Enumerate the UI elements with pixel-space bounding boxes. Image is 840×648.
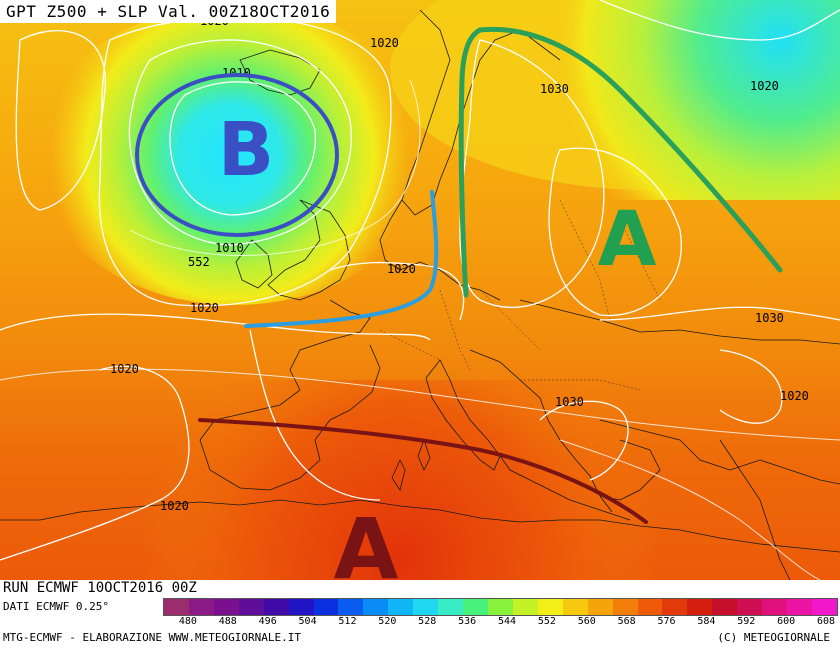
color-scale-swatch [487,599,513,615]
color-scale-tick: 584 [697,616,716,627]
color-scale-tick: 488 [218,616,237,627]
color-scale-ticks: 480 488 496 504 512 520 528 536 544 552 560 568 576 5… [163,616,838,630]
annotations: B A A [135,26,783,580]
color-scale-tick: 480 [178,616,197,627]
color-scale-swatch [263,599,289,615]
color-scale-swatch [512,599,538,615]
color-scale-swatch [313,599,339,615]
ridge-axis-east [477,26,783,273]
color-scale-tick: 560 [577,616,596,627]
color-scale-tick: 568 [617,616,636,627]
color-scale-swatch [288,599,314,615]
color-scale-tick: 552 [537,616,556,627]
color-scale-swatch [712,599,738,615]
borders [379,199,661,391]
isobar-label: 1010 [215,241,244,255]
isobar-label: 1030 [555,395,584,409]
low-pressure-ring [135,73,339,237]
map-title: GPT Z500 + SLP Val. 00Z18OCT2016 [0,0,337,23]
color-scale-tick: 576 [657,616,676,627]
ridge-axis-west [458,27,483,298]
color-scale-swatch [463,599,488,615]
color-scale-swatch [238,599,264,615]
isobar-label: 1020 [160,499,189,513]
color-scale-swatch [762,599,788,615]
color-scale-swatch [363,599,389,615]
color-scale-swatch [438,599,464,615]
gpt-field-south [0,380,840,580]
color-scale-swatch [687,599,713,615]
run-label: RUN ECMWF 10OCT2016 00Z [0,580,200,596]
color-scale-tick: 528 [418,616,437,627]
gpt-label: 552 [188,255,210,269]
color-scale-tick: 536 [458,616,477,627]
isobar-label: 1020 [780,389,809,403]
color-scale-swatch [562,599,588,615]
color-scale-tick: 504 [298,616,317,627]
low-pressure-symbol: B [218,107,274,193]
color-scale-swatch [537,599,563,615]
isobar-label: 1030 [755,311,784,325]
color-scale-tick: 512 [338,616,357,627]
color-scale-swatch [164,599,189,615]
color-scale-swatch [811,599,837,615]
isobar-label: 1020 [190,301,219,315]
color-scale [163,598,838,616]
high-pressure-symbol-south: A [333,500,398,580]
color-scale-swatch [188,599,214,615]
color-scale-swatch [338,599,364,615]
subtropical-ridge-axis [198,418,648,524]
color-scale-swatch [637,599,663,615]
color-scale-tick: 592 [737,616,756,627]
high-pressure-symbol-east: A [598,194,657,283]
color-scale-swatch [213,599,239,615]
trough-axis-blue [244,190,439,328]
gpt-contours [0,79,840,580]
isobar-label: 1010 [222,66,251,80]
color-scale-tick: 600 [777,616,796,627]
isobar-label: 1020 [370,36,399,50]
isobar-label: 1030 [540,82,569,96]
isobar-label: 1020 [750,79,779,93]
color-scale-swatch [662,599,688,615]
gpt-field-low [35,5,435,305]
color-scale-swatch [413,599,439,615]
color-scale-swatch [612,599,638,615]
color-scale-tick: 544 [497,616,516,627]
color-scale-tick: 496 [258,616,277,627]
color-scale-swatch [737,599,763,615]
color-scale-swatch [787,599,812,615]
isobar-labels: 1020 1020 1010 1010 1030 1020 1020 1020 … [110,14,809,513]
color-scale-tick: 608 [816,616,836,627]
footer-copyright: (C) METEOGIORNALE [717,631,830,644]
color-scale-swatch [388,599,414,615]
color-scale-tick: 520 [378,616,397,627]
color-scale-swatch [587,599,613,615]
weather-map: 1020 1020 1010 1010 1030 1020 1020 1020 … [0,0,840,580]
isobar-label: 1020 [387,262,416,276]
footer-credit: MTG-ECMWF - ELABORAZIONE WWW.METEOGIORNA… [3,631,302,644]
data-source-label: DATI ECMWF 0.25° [3,600,109,613]
isobars [0,0,840,560]
isobar-label: 1020 [110,362,139,376]
